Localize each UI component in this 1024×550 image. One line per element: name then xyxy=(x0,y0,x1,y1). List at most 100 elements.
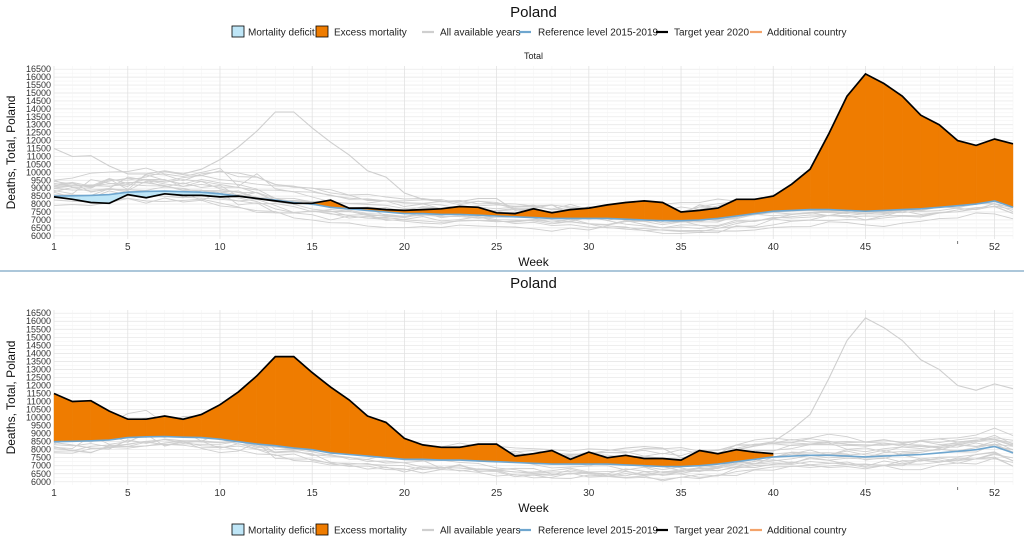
legend-label-excess: Excess mortality xyxy=(334,526,407,537)
y-tick-label: 10000 xyxy=(26,413,51,423)
chart-panel-2: Poland 6000650070007500800085009000950010… xyxy=(4,275,1014,515)
excess-area xyxy=(883,83,903,211)
legend-label-additional: Additional country xyxy=(767,526,847,537)
legend: Mortality deficit Excess mortality All ava… xyxy=(231,25,847,39)
x-tick-label: 1 xyxy=(51,488,57,499)
legend-label-all-years: All available years xyxy=(440,526,521,537)
x-tick-label: 35 xyxy=(675,242,687,253)
excess-area xyxy=(920,114,940,210)
reference-line xyxy=(53,435,1014,468)
y-tick-label: 6000 xyxy=(31,477,51,487)
y-tick-label: 10500 xyxy=(26,159,51,169)
y-tick-label: 7500 xyxy=(31,453,51,463)
year-line xyxy=(53,197,1014,232)
reference-line xyxy=(53,190,1014,222)
excess-area xyxy=(865,73,885,212)
legend-label-excess: Excess mortality xyxy=(334,28,407,39)
excess-area xyxy=(717,199,737,219)
excess-area xyxy=(441,447,460,461)
y-tick-label: 16500 xyxy=(26,64,51,74)
y-tick-label: 10500 xyxy=(26,405,51,415)
legend-label-target: Target year 2021 xyxy=(674,526,749,537)
fill-areas xyxy=(53,356,774,467)
year-line xyxy=(53,443,1014,480)
year-line xyxy=(53,433,1014,482)
x-axis-ticks: 1 5 10 15 20 25 30 35 40 45 52 xyxy=(51,241,1001,253)
year-line xyxy=(53,197,1014,234)
y-tick-label: 8000 xyxy=(31,445,51,455)
y-tick-label: 8500 xyxy=(31,437,51,447)
y-tick-label: 9000 xyxy=(31,429,51,439)
legend-label-additional: Additional country xyxy=(767,28,847,39)
chart-title: Poland xyxy=(510,4,557,21)
excess-area xyxy=(957,140,977,206)
y-tick-label: 13500 xyxy=(26,112,51,122)
legend-label-all-years: All available years xyxy=(440,28,521,39)
x-tick-label: 10 xyxy=(214,242,226,253)
legend-label-reference: Reference level 2015-2019 xyxy=(538,28,659,39)
legend-label-target: Target year 2020 xyxy=(674,28,749,39)
x-tick-label: 45 xyxy=(860,488,872,499)
excess-area xyxy=(256,356,276,446)
legend-key-deficit xyxy=(231,523,245,536)
x-tick-label: 15 xyxy=(307,242,319,253)
excess-area xyxy=(791,168,811,211)
x-tick-label: 25 xyxy=(491,488,503,499)
excess-area xyxy=(625,200,645,221)
excess-area xyxy=(846,73,866,212)
excess-area xyxy=(643,200,663,221)
y-tick-label: 15500 xyxy=(26,80,51,90)
chart-title: Poland xyxy=(510,275,557,292)
target-year-line xyxy=(53,72,1014,215)
x-tick-label: 40 xyxy=(768,242,780,253)
legend-label-deficit: Mortality deficit xyxy=(248,28,315,39)
y-tick-label: 14500 xyxy=(26,96,51,106)
y-tick-label: 12000 xyxy=(26,136,51,146)
excess-area xyxy=(975,138,995,205)
y-tick-label: 15000 xyxy=(26,88,51,98)
y-axis-ticks: 6000650070007500800085009000950010000105… xyxy=(26,64,51,241)
y-tick-label: 13000 xyxy=(26,364,51,374)
year-line xyxy=(53,440,1014,478)
x-tick-label: 30 xyxy=(583,488,595,499)
y-tick-label: 8500 xyxy=(31,191,51,201)
y-tick-label: 13500 xyxy=(26,356,51,366)
x-tick-label: 45 xyxy=(860,242,872,253)
x-axis-title: Week xyxy=(518,255,549,269)
y-axis-ticks: 6000650070007500800085009000950010000105… xyxy=(26,308,51,487)
x-tick-label: 1 xyxy=(51,242,57,253)
y-tick-label: 9000 xyxy=(31,183,51,193)
y-tick-label: 14000 xyxy=(26,104,51,114)
excess-area xyxy=(72,400,92,442)
y-tick-label: 12500 xyxy=(26,372,51,382)
x-tick-label: 35 xyxy=(675,488,687,499)
y-axis-title: Deaths, Total, Poland xyxy=(4,96,18,210)
legend-key-deficit xyxy=(231,25,245,38)
y-tick-label: 16500 xyxy=(26,308,51,318)
target-year-line xyxy=(53,355,774,461)
x-axis-ticks: 1 5 10 15 20 25 30 35 40 45 52 xyxy=(51,487,1001,499)
y-tick-label: 11000 xyxy=(27,151,51,161)
y-tick-label: 9500 xyxy=(31,175,51,185)
x-tick-label: 40 xyxy=(768,488,780,499)
x-tick-label: 5 xyxy=(125,242,131,253)
x-tick-label: 30 xyxy=(583,242,595,253)
y-tick-label: 12000 xyxy=(26,380,51,390)
x-tick-label: 10 xyxy=(214,488,226,499)
x-tick-label: 5 xyxy=(125,488,131,499)
y-tick-label: 16000 xyxy=(26,72,51,82)
y-tick-label: 12500 xyxy=(26,128,51,138)
x-axis-title: Week xyxy=(518,501,549,515)
y-tick-label: 11500 xyxy=(27,388,51,398)
legend-key-excess xyxy=(315,25,329,38)
y-tick-label: 14500 xyxy=(26,340,51,350)
y-tick-label: 7000 xyxy=(31,215,51,225)
x-tick-label: 20 xyxy=(399,488,411,499)
y-tick-label: 14000 xyxy=(26,348,51,358)
excess-area xyxy=(275,356,294,449)
y-tick-label: 8000 xyxy=(31,199,51,209)
y-tick-label: 7500 xyxy=(31,207,51,217)
excess-area xyxy=(238,375,258,445)
year-line xyxy=(53,439,1014,479)
